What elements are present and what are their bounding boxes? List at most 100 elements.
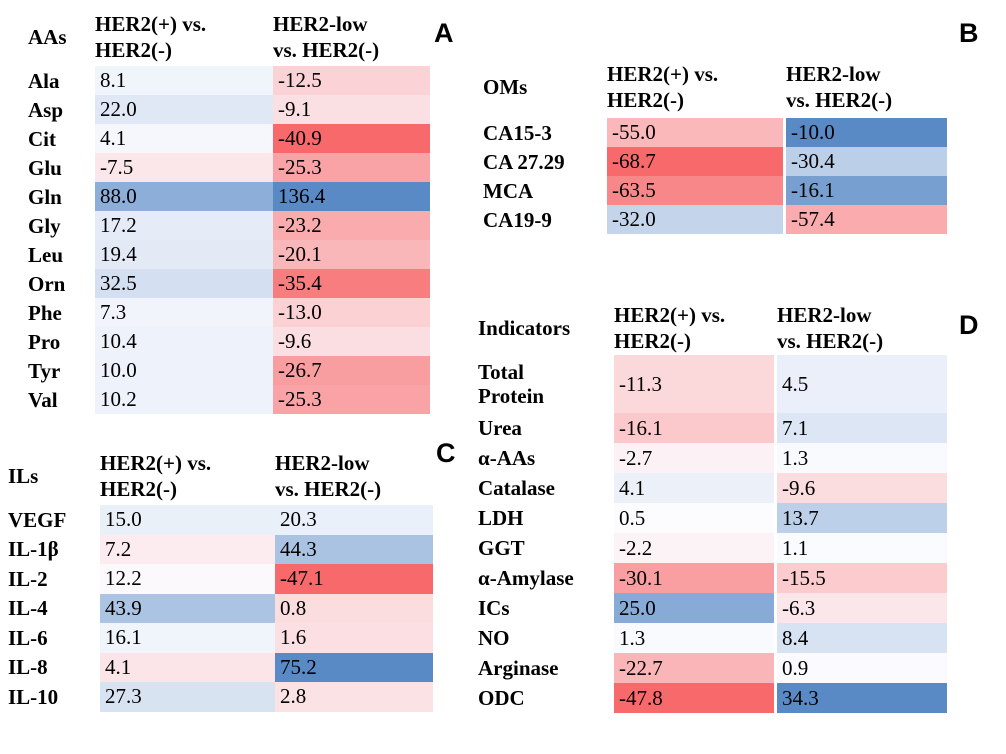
heatmap-cell: -32.0 bbox=[607, 205, 783, 234]
table-row: Gln 88.0 136.4 bbox=[28, 182, 430, 211]
heatmap-cell: -23.2 bbox=[273, 211, 430, 240]
heatmap-cell: 1.6 bbox=[275, 623, 433, 653]
heatmap-cell: 7.3 bbox=[95, 298, 273, 327]
row-label-text: IL-2 bbox=[8, 566, 48, 591]
panel-heatmap-c: ILs HER2(+) vs. HER2(-) HER2-low vs. HER2(-)… bbox=[8, 446, 433, 712]
heatmap-cell: 22.0 bbox=[95, 95, 273, 124]
column-header-b-1: HER2(+) vs. HER2(-) bbox=[607, 61, 783, 113]
row-header-d: Indicators bbox=[478, 315, 571, 340]
row-label-text: Val bbox=[28, 387, 58, 412]
table-row: Tyr 10.0 -26.7 bbox=[28, 356, 430, 385]
column-header-line: HER2(-) bbox=[95, 38, 172, 62]
heatmap-cell: -15.5 bbox=[777, 563, 947, 593]
table-row: Pro 10.4 -9.6 bbox=[28, 327, 430, 356]
column-header-line: HER2(+) vs. bbox=[614, 302, 726, 327]
heatmap-cell: 0.9 bbox=[777, 653, 947, 683]
heatmap-cell: 4.1 bbox=[100, 652, 275, 682]
row-label: Tyr bbox=[28, 356, 95, 385]
column-header-line: HER2(+) vs. bbox=[100, 450, 212, 475]
row-label: α-AAs bbox=[478, 443, 614, 473]
heatmap-cell: -40.9 bbox=[273, 124, 430, 153]
column-header-line: HER2-low bbox=[786, 61, 881, 86]
column-header-line: HER2-low bbox=[273, 12, 368, 36]
row-label-text: α-AAs bbox=[478, 446, 536, 470]
column-header-a-1: HER2(+) vs. HER2(-) bbox=[95, 11, 273, 63]
row-label-text: Catalase bbox=[478, 476, 555, 500]
heatmap-cell: 1.3 bbox=[777, 443, 947, 473]
heatmap-cell: 1.1 bbox=[777, 533, 947, 563]
row-label-text: IL-6 bbox=[8, 625, 48, 650]
heatmap-cell: -35.4 bbox=[273, 269, 430, 298]
table-row: ODC -47.8 34.3 bbox=[478, 683, 947, 713]
heatmap-cell: -9.1 bbox=[273, 95, 430, 124]
row-label-text: Cit bbox=[28, 126, 56, 151]
row-label-text: IL-8 bbox=[8, 655, 48, 680]
row-label: ICs bbox=[478, 593, 614, 623]
heatmap-cell: 19.4 bbox=[95, 240, 273, 269]
row-label-text: IL-10 bbox=[8, 684, 59, 709]
table-row: Val 10.2 -25.3 bbox=[28, 385, 430, 414]
heatmap-cell: -9.6 bbox=[777, 473, 947, 503]
heatmap-cell: -57.4 bbox=[786, 205, 947, 234]
heatmap-cell: 10.2 bbox=[95, 385, 273, 414]
row-label: IL-4 bbox=[8, 594, 100, 624]
heatmap-cell: 43.9 bbox=[100, 593, 275, 623]
row-label: IL-6 bbox=[8, 623, 100, 653]
table-row: Catalase 4.1 -9.6 bbox=[478, 473, 947, 503]
heatmap-cell: -16.1 bbox=[786, 176, 947, 205]
column-header-d-1: HER2(+) vs. HER2(-) bbox=[614, 302, 774, 354]
row-label: IL-10 bbox=[8, 682, 100, 712]
panel-letter-c: C bbox=[436, 438, 456, 468]
heatmap-cell: 8.1 bbox=[95, 66, 273, 95]
table-row: IL-6 16.1 1.6 bbox=[8, 623, 433, 653]
row-header-a: AAs bbox=[28, 25, 67, 49]
table-row: IL-10 27.3 2.8 bbox=[8, 682, 433, 712]
heatmap-cell: 27.3 bbox=[100, 682, 275, 712]
column-header-line: vs. HER2(-) bbox=[777, 328, 884, 353]
row-label-text: VEGF bbox=[8, 507, 67, 532]
row-label: NO bbox=[478, 623, 614, 653]
heatmap-cell: 2.8 bbox=[275, 682, 433, 712]
column-header-d-2: HER2-low vs. HER2(-) bbox=[777, 302, 947, 354]
heatmap-cell: -47.8 bbox=[614, 683, 774, 713]
panel-heatmap-a: AAs HER2(+) vs. HER2(-) HER2-low vs. HER2(-)… bbox=[28, 8, 430, 414]
heatmap-cell: 7.1 bbox=[777, 413, 947, 443]
row-label-text: Tyr bbox=[28, 358, 61, 383]
heatmap-cell: -25.3 bbox=[273, 385, 430, 414]
heatmap-cell: 0.8 bbox=[275, 593, 433, 623]
table-row: CA 27.29 -68.7 -30.4 bbox=[483, 147, 947, 176]
row-label: CA 27.29 bbox=[483, 147, 607, 176]
row-label: Val bbox=[28, 385, 95, 414]
row-label-text: Phe bbox=[28, 300, 62, 325]
heatmap-cell: 44.3 bbox=[275, 534, 433, 564]
heatmap-cell: -20.1 bbox=[273, 240, 430, 269]
heatmap-cell: 136.4 bbox=[273, 182, 430, 211]
row-label-text: CA 27.29 bbox=[483, 149, 565, 174]
heatmap-cell: -25.3 bbox=[273, 153, 430, 182]
table-row: α-AAs -2.7 1.3 bbox=[478, 443, 947, 473]
table-row: Urea -16.1 7.1 bbox=[478, 413, 947, 443]
table-row: Orn 32.5 -35.4 bbox=[28, 269, 430, 298]
table-row: VEGF 15.0 20.3 bbox=[8, 505, 433, 535]
row-label: VEGF bbox=[8, 505, 100, 535]
row-label: GGT bbox=[478, 533, 614, 563]
row-label-text: MCA bbox=[483, 178, 534, 203]
heatmap-cell: 25.0 bbox=[614, 593, 774, 623]
row-label-text: Total Protein bbox=[478, 360, 545, 408]
table-row: Arginase -22.7 0.9 bbox=[478, 653, 947, 683]
heatmap-cell: 34.3 bbox=[777, 683, 947, 713]
column-header-a-2: HER2-low vs. HER2(-) bbox=[273, 11, 430, 63]
row-label: ODC bbox=[478, 683, 614, 713]
row-label: Phe bbox=[28, 298, 95, 327]
column-header-c-2: HER2-low vs. HER2(-) bbox=[275, 450, 433, 502]
heatmap-cell: 4.5 bbox=[777, 355, 947, 413]
heatmap-cell: -11.3 bbox=[614, 355, 774, 413]
heatmap-cell: 16.1 bbox=[100, 623, 275, 653]
column-header-c-1: HER2(+) vs. HER2(-) bbox=[100, 450, 275, 502]
row-header-b: OMs bbox=[483, 74, 528, 99]
row-label: Urea bbox=[478, 413, 614, 443]
heatmap-cell: 13.7 bbox=[777, 503, 947, 533]
panel-heatmap-b: OMs HER2(+) vs. HER2(-) HER2-low vs. HER2(-)… bbox=[483, 55, 947, 234]
row-label-text: Asp bbox=[28, 97, 64, 122]
